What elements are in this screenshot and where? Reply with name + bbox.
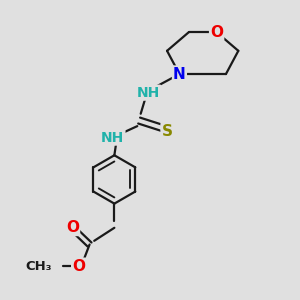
Text: NH: NH <box>101 130 124 145</box>
Text: N: N <box>173 67 186 82</box>
Text: O: O <box>66 220 79 235</box>
Text: O: O <box>72 259 85 274</box>
Text: S: S <box>161 124 172 139</box>
Text: NH: NH <box>137 86 160 100</box>
Text: O: O <box>210 25 223 40</box>
Text: CH₃: CH₃ <box>25 260 52 273</box>
